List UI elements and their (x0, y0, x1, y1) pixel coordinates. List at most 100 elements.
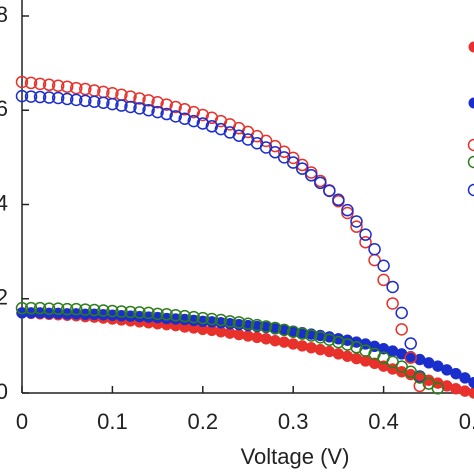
point (286, 325, 300, 338)
point (377, 259, 390, 273)
point (431, 382, 445, 395)
point (350, 220, 363, 233)
point (106, 304, 119, 318)
point (133, 102, 146, 115)
point (187, 105, 201, 119)
x-tick-label: 0.1 (97, 409, 128, 434)
point (133, 92, 146, 105)
point (395, 360, 408, 373)
point (33, 301, 47, 315)
point (160, 308, 173, 321)
point (295, 158, 309, 172)
y-tick-label: 4 (0, 190, 8, 215)
point (60, 80, 74, 93)
point (97, 96, 110, 109)
point (151, 105, 164, 119)
point (169, 308, 182, 322)
point (178, 112, 191, 125)
point (232, 316, 246, 329)
x-axis-label: Voltage (V) (241, 444, 350, 469)
point (259, 134, 273, 148)
point (151, 95, 164, 109)
point (277, 145, 291, 158)
point (15, 89, 29, 103)
point (79, 82, 92, 96)
x-tick-label: 0.2 (188, 409, 219, 434)
point (259, 320, 273, 333)
point (205, 120, 219, 133)
point (350, 215, 363, 228)
point (51, 91, 65, 105)
x-tick-label: 0.5 (459, 409, 474, 434)
point (33, 90, 47, 104)
point (404, 337, 417, 350)
point (42, 78, 56, 92)
point (15, 75, 29, 89)
point (24, 301, 38, 315)
x-tick-label: 0.3 (278, 409, 309, 434)
legend-marker (468, 97, 474, 109)
point (124, 305, 137, 319)
point (178, 103, 191, 116)
point (88, 95, 101, 109)
point (459, 372, 471, 384)
point (160, 107, 173, 121)
point (323, 333, 336, 346)
point (404, 365, 417, 379)
point (69, 93, 83, 107)
point (115, 99, 128, 112)
point (323, 184, 336, 198)
point (60, 92, 74, 106)
legend-marker (467, 138, 474, 152)
point (468, 387, 474, 399)
point (359, 235, 372, 249)
point (151, 307, 164, 321)
point (196, 108, 210, 122)
point (124, 100, 137, 114)
point (169, 110, 182, 123)
point (79, 94, 92, 108)
legend-marker (467, 183, 474, 197)
point (386, 280, 399, 294)
point (187, 310, 201, 324)
point (314, 331, 327, 344)
point (178, 309, 191, 323)
point (295, 162, 309, 175)
point (241, 317, 255, 330)
point (268, 321, 282, 335)
point (468, 376, 474, 389)
point (24, 76, 38, 90)
y-tick-label: 2 (0, 285, 8, 310)
point (24, 90, 38, 103)
point (332, 335, 345, 349)
point (142, 306, 155, 320)
point (286, 156, 300, 169)
point (268, 145, 282, 159)
point (60, 302, 74, 316)
point (51, 302, 65, 315)
point (160, 98, 173, 111)
point (395, 323, 408, 336)
point (97, 304, 110, 317)
point (187, 114, 201, 128)
point (15, 301, 29, 315)
point (377, 273, 390, 287)
point (404, 351, 417, 364)
legend-markers (467, 41, 474, 197)
point (205, 312, 219, 326)
point (277, 151, 291, 164)
point (314, 176, 327, 190)
point (88, 303, 101, 317)
point (115, 305, 128, 318)
point (250, 318, 264, 332)
point (51, 79, 65, 92)
point (69, 81, 83, 95)
point (106, 97, 119, 111)
point (196, 117, 210, 130)
point (42, 302, 56, 315)
point (341, 338, 354, 351)
x-tick-label: 0.4 (368, 409, 399, 434)
point (268, 139, 282, 153)
point (69, 302, 83, 316)
